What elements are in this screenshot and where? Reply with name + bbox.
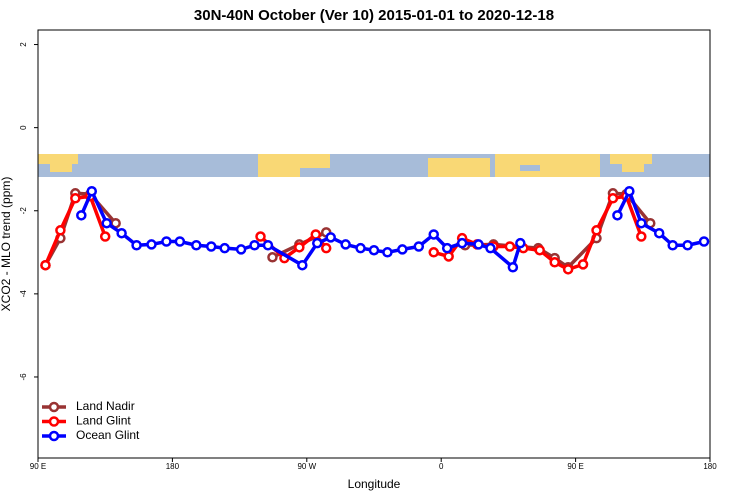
series-line: [43, 194, 107, 266]
data-point: [267, 252, 278, 263]
data-point: [515, 237, 526, 249]
data-point: [99, 231, 111, 242]
data-point: [562, 264, 574, 275]
y-tick-label: -4: [19, 290, 28, 298]
data-point: [76, 210, 87, 221]
chart-title: 30N-40N October (Ver 10) 2015-01-01 to 2…: [194, 7, 554, 24]
data-point: [397, 244, 408, 255]
data-point: [294, 242, 305, 253]
data-point: [653, 227, 665, 239]
data-point: [456, 237, 468, 249]
data-point: [235, 244, 247, 255]
legend-label: Land Nadir: [76, 399, 135, 413]
data-point: [624, 185, 635, 197]
y-tick-label: 0: [19, 125, 28, 130]
map-strip: [38, 154, 710, 177]
data-point: [636, 217, 647, 229]
series-line: [79, 189, 523, 270]
data-point: [612, 210, 623, 221]
data-point: [191, 239, 202, 251]
data-point: [682, 239, 693, 251]
data-point: [667, 239, 678, 251]
data-point: [485, 242, 496, 254]
x-tick-label: 90 E: [30, 462, 46, 471]
data-point: [441, 242, 453, 254]
y-tick-label: -6: [19, 373, 28, 381]
data-point: [262, 239, 274, 251]
plot-frame: [37, 29, 711, 459]
data-point: [161, 236, 172, 247]
x-tick-label: 90 E: [567, 462, 583, 471]
data-point: [312, 237, 323, 249]
data-point: [549, 257, 560, 268]
x-tick-label: 0: [439, 462, 444, 471]
data-point: [174, 236, 186, 247]
legend-label: Ocean Glint: [76, 428, 140, 442]
data-point: [504, 241, 516, 252]
data-point: [116, 227, 127, 239]
data-point: [591, 225, 602, 236]
data-point: [249, 239, 260, 251]
x-tick-label: 180: [703, 462, 717, 471]
y-tick-label: -2: [19, 207, 28, 215]
y-tick-label: 2: [19, 42, 28, 47]
data-point: [413, 241, 425, 252]
data-point: [131, 239, 142, 251]
data-point: [428, 229, 439, 240]
data-point: [325, 232, 336, 243]
x-axis-label: Longitude: [348, 477, 401, 491]
data-point: [698, 236, 710, 247]
data-point: [443, 251, 454, 262]
data-point: [340, 239, 351, 250]
data-point: [355, 242, 366, 254]
legend-label: Land Glint: [76, 414, 131, 428]
x-tick-label: 90 W: [297, 462, 316, 471]
data-point: [320, 242, 332, 254]
data-point: [534, 244, 546, 256]
data-point: [577, 259, 589, 270]
legend-marker: [48, 416, 60, 427]
data-point: [219, 242, 230, 254]
legend-marker: [48, 430, 60, 442]
data-point: [382, 247, 393, 258]
data-point: [101, 217, 112, 229]
data-point: [607, 193, 619, 204]
data-point: [368, 244, 380, 256]
data-point: [507, 262, 519, 273]
legend-marker: [48, 401, 60, 413]
data-point: [310, 229, 322, 240]
series-line: [433, 194, 643, 272]
data-point: [86, 185, 98, 197]
y-axis-label: XCO2 - MLO trend (ppm): [0, 177, 13, 312]
data-point: [40, 259, 51, 271]
data-point: [205, 241, 217, 252]
data-point: [70, 193, 81, 204]
x-tick-label: 180: [166, 462, 180, 471]
data-point: [473, 239, 484, 250]
data-point: [55, 225, 66, 236]
data-point: [297, 259, 308, 271]
data-point: [255, 231, 266, 242]
data-point: [636, 231, 647, 242]
data-point: [428, 247, 439, 258]
data-point: [146, 239, 157, 250]
